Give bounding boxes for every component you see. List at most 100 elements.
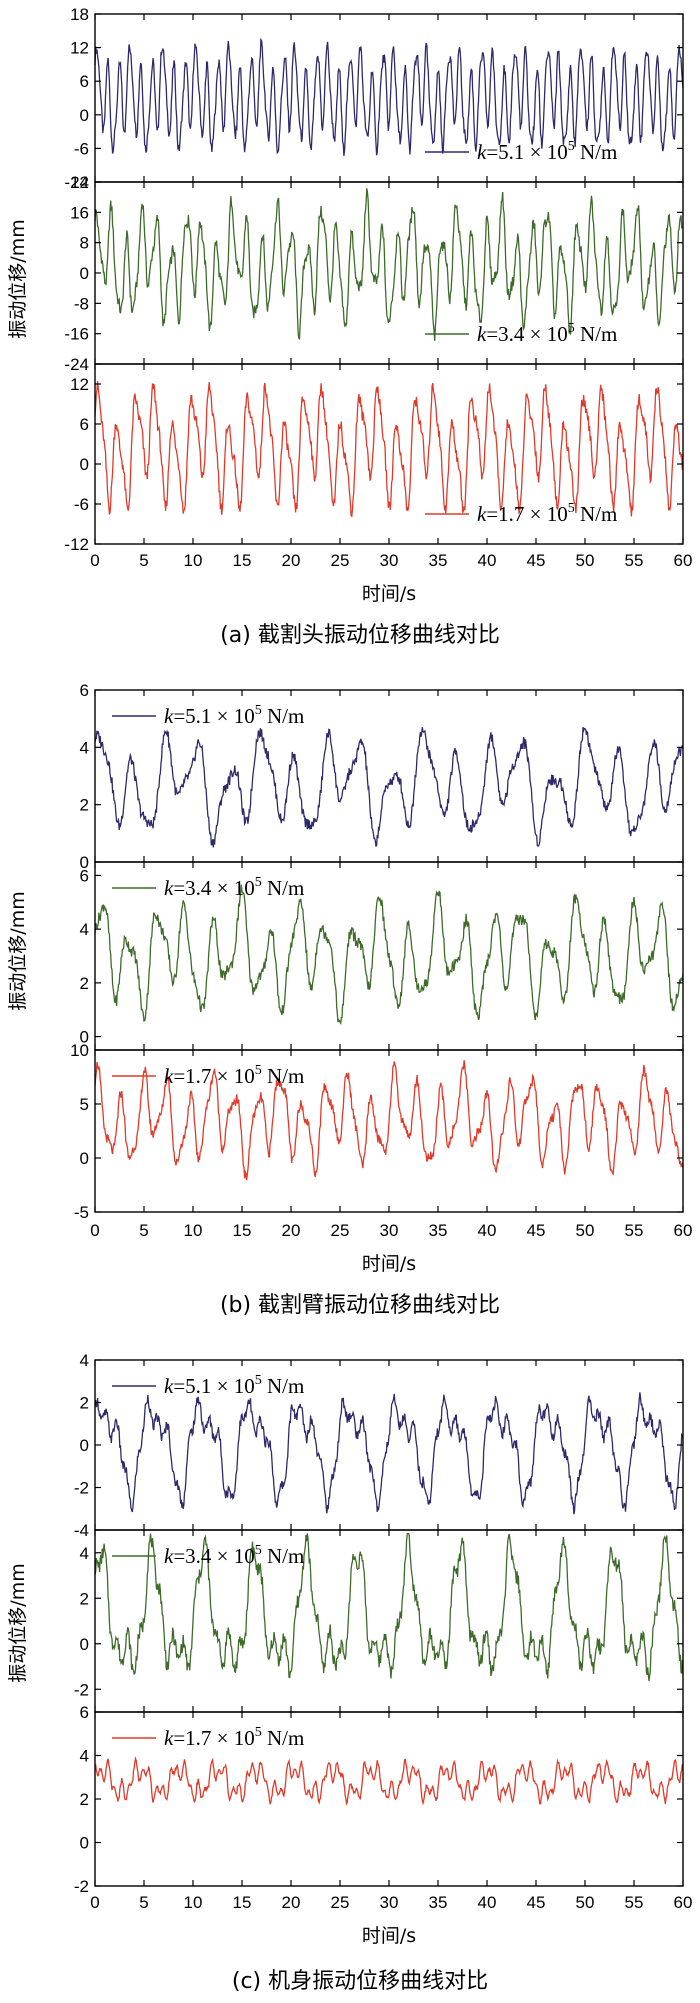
legend: k=1.7 × 105 N/m — [425, 501, 617, 526]
y-tick-label: -4 — [74, 1521, 89, 1540]
x-tick-label: 15 — [233, 1893, 252, 1912]
legend-k: k — [164, 1064, 174, 1088]
x-tick-label: 40 — [478, 1221, 497, 1240]
legend-k: k — [164, 704, 174, 728]
x-tick-label: 55 — [625, 1221, 644, 1240]
legend-eq: =5.1 × 10 — [486, 140, 567, 164]
legend: k=3.4 × 105 N/m — [112, 875, 304, 900]
legend-unit: N/m — [575, 502, 618, 526]
legend-exp: 5 — [255, 875, 262, 890]
legend-label: k=1.7 × 105 N/m — [164, 1063, 304, 1088]
legend-eq: =3.4 × 10 — [173, 1544, 254, 1568]
y-tick-label: -2 — [74, 1479, 89, 1498]
legend-eq: =5.1 × 10 — [173, 1374, 254, 1398]
legend-unit: N/m — [575, 322, 618, 346]
y-tick-label: -12 — [64, 173, 89, 192]
series-line — [94, 1532, 684, 1681]
x-tick-label: 20 — [282, 1221, 301, 1240]
legend-eq: =1.7 × 10 — [173, 1064, 254, 1088]
series-line — [94, 1756, 684, 1806]
legend-exp: 5 — [255, 1543, 262, 1558]
y-tick-label: -6 — [74, 139, 89, 158]
x-tick-label: 55 — [625, 1893, 644, 1912]
legend-k: k — [477, 140, 487, 164]
x-tick-label: 50 — [576, 551, 595, 570]
x-axis-label: 时间/s — [362, 1925, 416, 1947]
legend-label: k=5.1 × 105 N/m — [477, 139, 617, 164]
x-tick-label: 0 — [90, 1893, 99, 1912]
y-axis-label: 振动位移/mm — [7, 1563, 29, 1682]
legend-unit: N/m — [262, 876, 305, 900]
x-tick-label: 20 — [282, 1893, 301, 1912]
y-tick-label: 0 — [80, 106, 89, 125]
series-line — [94, 884, 684, 1025]
legend-eq: =1.7 × 10 — [173, 1726, 254, 1750]
x-tick-label: 55 — [625, 551, 644, 570]
y-axis-label: 振动位移/mm — [7, 891, 29, 1010]
x-tick-label: 10 — [184, 1893, 203, 1912]
y-tick-label: 4 — [80, 1747, 89, 1766]
y-tick-label: -5 — [74, 1203, 89, 1222]
x-tick-label: 5 — [139, 1893, 148, 1912]
legend-k: k — [164, 1726, 174, 1750]
legend: k=1.7 × 105 N/m — [112, 1063, 304, 1088]
x-tick-label: 60 — [674, 551, 693, 570]
legend-eq: =1.7 × 10 — [486, 502, 567, 526]
y-tick-label: 4 — [80, 1544, 89, 1563]
subplot-c-1: 4 2 0 -2 -4 k=5.1 × 105 N/m — [74, 1351, 684, 1540]
legend-k: k — [164, 876, 174, 900]
chart-caption: (a) 截割头振动位移曲线对比 — [220, 623, 500, 648]
y-tick-label: -12 — [64, 535, 89, 554]
x-tick-label: 25 — [331, 1893, 350, 1912]
x-tick-label: 10 — [184, 551, 203, 570]
x-tick-label: 30 — [380, 1893, 399, 1912]
y-axis-label: 振动位移/mm — [7, 219, 29, 338]
y-tick-label: 6 — [80, 1703, 89, 1722]
y-tick-label: 16 — [70, 203, 89, 222]
x-tick-label: 30 — [380, 1221, 399, 1240]
y-tick-label: 0 — [80, 1149, 89, 1168]
y-tick-label: 12 — [70, 39, 89, 58]
subplot-a-1: 18 12 6 0 -6 -12 k=5.1 × 105 N/m — [64, 5, 684, 192]
y-tick-label: -2 — [74, 1877, 89, 1896]
x-tick-label: 60 — [674, 1893, 693, 1912]
legend-k: k — [164, 1374, 174, 1398]
x-tick-label: 15 — [233, 1221, 252, 1240]
legend-exp: 5 — [255, 1373, 262, 1388]
y-tick-label: 6 — [80, 681, 89, 700]
y-tick-label: 4 — [80, 738, 89, 757]
x-tick-label: 35 — [429, 1221, 448, 1240]
y-tick-label: 0 — [80, 1436, 89, 1455]
series-line — [94, 1060, 684, 1181]
y-tick-label: 4 — [80, 920, 89, 939]
y-tick-label: 6 — [80, 415, 89, 434]
y-tick-label: 8 — [80, 234, 89, 253]
legend-unit: N/m — [262, 1726, 305, 1750]
y-tick-label: 24 — [70, 173, 89, 192]
subplot-b-1: 6 4 2 0 k=5.1 × 105 N/m — [80, 681, 684, 872]
y-tick-label: 18 — [70, 5, 89, 24]
series-line — [94, 37, 684, 156]
y-tick-label: -16 — [64, 325, 89, 344]
subplot-a-2: 24 16 8 0 -8 -16 -24 k=3.4 × 105 N/m — [64, 173, 684, 374]
y-tick-label: -2 — [74, 1680, 89, 1699]
x-tick-label: 30 — [380, 551, 399, 570]
legend-k: k — [164, 1544, 174, 1568]
y-tick-label: -8 — [74, 294, 89, 313]
x-tick-label: 60 — [674, 1221, 693, 1240]
y-tick-label: 6 — [80, 866, 89, 885]
legend-unit: N/m — [262, 1544, 305, 1568]
y-tick-label: -6 — [74, 495, 89, 514]
x-tick-label: 40 — [478, 1893, 497, 1912]
subplot-c-2: 4 2 0 -2 k=3.4 × 105 N/m — [74, 1529, 684, 1713]
y-tick-label: 2 — [80, 1394, 89, 1413]
x-tick-label: 50 — [576, 1221, 595, 1240]
legend: k=1.7 × 105 N/m — [112, 1725, 304, 1750]
x-tick-label: 15 — [233, 551, 252, 570]
legend-eq: =3.4 × 10 — [173, 876, 254, 900]
legend-exp: 5 — [255, 703, 262, 718]
y-tick-label: 2 — [80, 1589, 89, 1608]
legend-unit: N/m — [262, 1064, 305, 1088]
x-tick-label: 5 — [139, 1221, 148, 1240]
